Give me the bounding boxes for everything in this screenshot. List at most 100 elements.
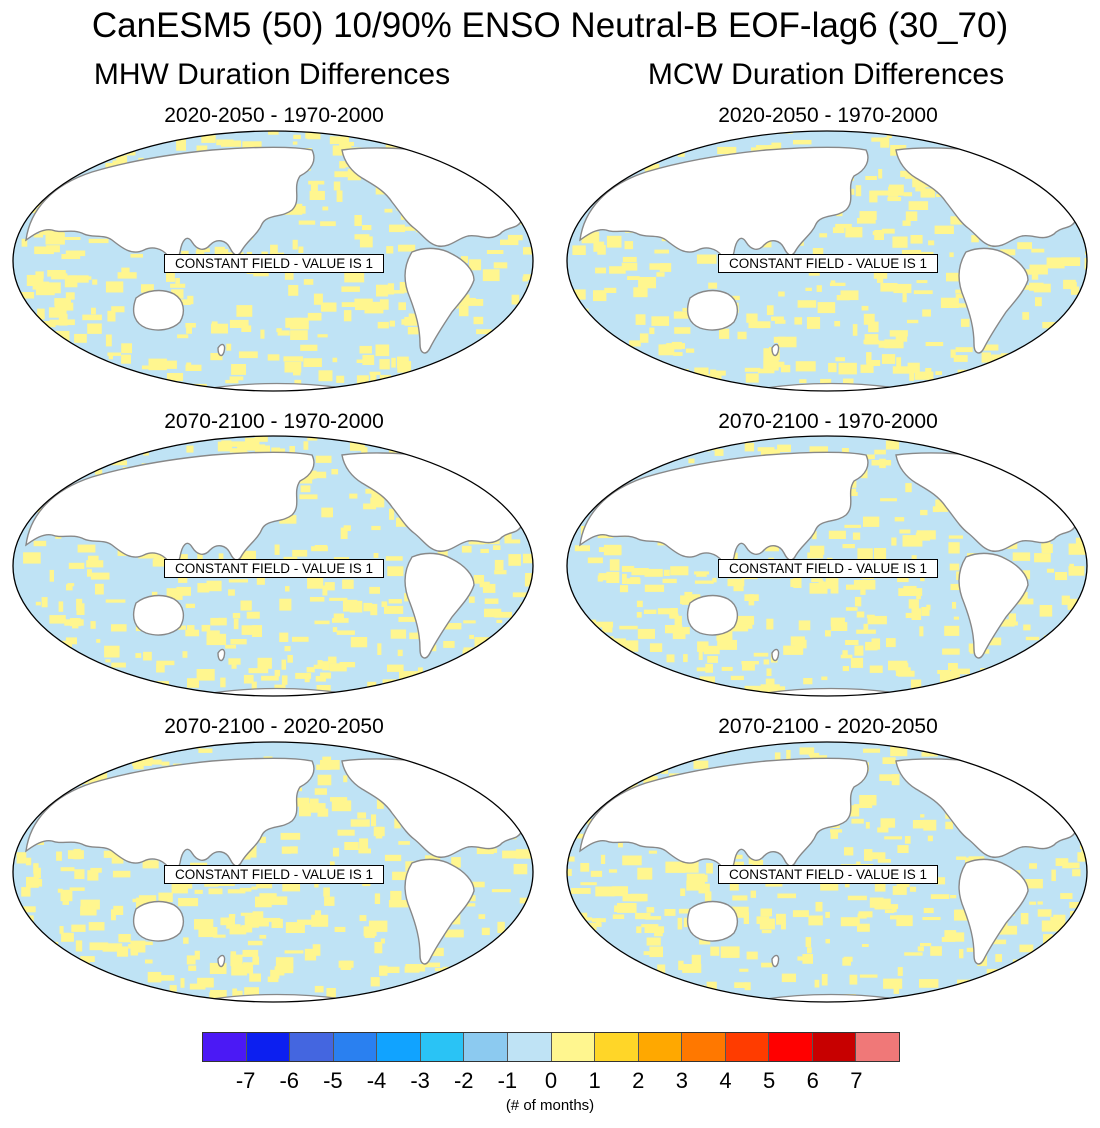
anomaly-cell <box>233 618 239 630</box>
anomaly-cell <box>829 282 846 286</box>
anomaly-cell <box>253 271 269 277</box>
anomaly-cell <box>644 164 660 173</box>
anomaly-cell <box>470 440 482 451</box>
anomaly-cell <box>451 857 461 868</box>
anomaly-cell <box>455 967 468 976</box>
anomaly-cell <box>580 988 590 993</box>
anomaly-cell <box>220 249 229 256</box>
constant-field-label: CONSTANT FIELD - VALUE IS 1 <box>164 254 384 273</box>
anomaly-cell <box>62 1000 82 1002</box>
anomaly-cell <box>618 695 626 696</box>
anomaly-cell <box>864 849 873 861</box>
anomaly-cell <box>806 317 821 329</box>
anomaly-cell <box>376 798 384 809</box>
anomaly-cell <box>532 902 533 913</box>
anomaly-cell <box>834 321 841 327</box>
anomaly-cell <box>528 814 533 826</box>
anomaly-cell <box>41 133 58 139</box>
anomaly-cell <box>258 918 269 927</box>
anomaly-cell <box>683 654 688 663</box>
anomaly-cell <box>623 686 631 691</box>
anomaly-cell <box>241 625 258 635</box>
anomaly-cell <box>18 665 35 673</box>
anomaly-cell <box>63 457 79 470</box>
anomaly-cell <box>1008 978 1026 991</box>
anomaly-cell <box>393 133 413 138</box>
anomaly-cell <box>499 694 504 696</box>
anomaly-cell <box>852 324 858 336</box>
anomaly-cell <box>483 972 500 980</box>
anomaly-cell <box>137 748 157 755</box>
anomaly-cell <box>857 913 867 919</box>
anomaly-cell <box>663 569 670 576</box>
anomaly-cell <box>844 847 854 856</box>
anomaly-cell <box>101 439 121 449</box>
anomaly-cell <box>603 544 622 556</box>
anomaly-cell <box>680 986 686 992</box>
anomaly-cell <box>67 850 84 859</box>
anomaly-cell <box>187 678 199 688</box>
anomaly-cell <box>757 447 775 452</box>
anomaly-cell <box>284 361 302 373</box>
anomaly-cell <box>281 846 292 854</box>
anomaly-cell <box>699 676 715 683</box>
anomaly-cell <box>479 581 490 588</box>
land-mass <box>958 552 1029 659</box>
anomaly-cell <box>280 966 294 974</box>
anomaly-cell <box>1011 376 1029 382</box>
anomaly-cell <box>830 830 839 839</box>
anomaly-cell <box>812 248 824 258</box>
anomaly-cell <box>1069 921 1076 931</box>
anomaly-cell <box>350 819 370 827</box>
anomaly-cell <box>161 761 170 766</box>
anomaly-cell <box>953 616 959 620</box>
anomaly-cell <box>594 345 603 350</box>
anomaly-cell <box>1049 167 1055 178</box>
anomaly-cell <box>1023 624 1031 631</box>
anomaly-cell <box>977 143 985 150</box>
anomaly-cell <box>629 340 641 347</box>
anomaly-cell <box>285 586 290 592</box>
anomaly-cell <box>185 323 196 328</box>
anomaly-cell <box>1077 852 1087 862</box>
anomaly-cell <box>306 667 315 673</box>
anomaly-cell <box>966 947 975 952</box>
anomaly-cell <box>324 896 335 906</box>
anomaly-cell <box>1069 902 1084 909</box>
colorbar-swatch <box>812 1033 857 1061</box>
anomaly-cell <box>326 988 336 998</box>
anomaly-cell <box>349 493 358 499</box>
anomaly-cell <box>336 630 355 635</box>
anomaly-cell <box>300 344 318 351</box>
anomaly-cell <box>981 344 999 351</box>
anomaly-cell <box>52 678 69 687</box>
anomaly-cell <box>493 545 501 550</box>
anomaly-cell <box>889 330 908 337</box>
anomaly-cell <box>1068 543 1087 555</box>
anomaly-cell <box>106 380 120 386</box>
anomaly-cell <box>794 317 803 325</box>
anomaly-cell <box>322 585 328 596</box>
anomaly-cell <box>244 987 259 998</box>
anomaly-cell <box>469 259 482 271</box>
anomaly-cell <box>830 829 843 833</box>
anomaly-cell <box>1080 507 1087 516</box>
anomaly-cell <box>776 913 786 925</box>
anomaly-cell <box>1046 568 1055 573</box>
anomaly-cell <box>49 615 66 624</box>
anomaly-cell <box>693 760 709 769</box>
anomaly-cell <box>892 885 907 895</box>
anomaly-cell <box>648 367 668 375</box>
anomaly-cell <box>299 805 311 817</box>
anomaly-cell <box>388 599 402 604</box>
anomaly-cell <box>587 557 603 564</box>
anomaly-cell <box>111 306 125 313</box>
anomaly-cell <box>759 390 774 391</box>
anomaly-cell <box>688 458 695 464</box>
anomaly-cell <box>1085 810 1087 818</box>
anomaly-cell <box>248 668 269 674</box>
anomaly-cell <box>35 601 41 606</box>
anomaly-cell <box>147 971 162 983</box>
anomaly-cell <box>506 471 525 483</box>
anomaly-cell <box>694 580 714 584</box>
